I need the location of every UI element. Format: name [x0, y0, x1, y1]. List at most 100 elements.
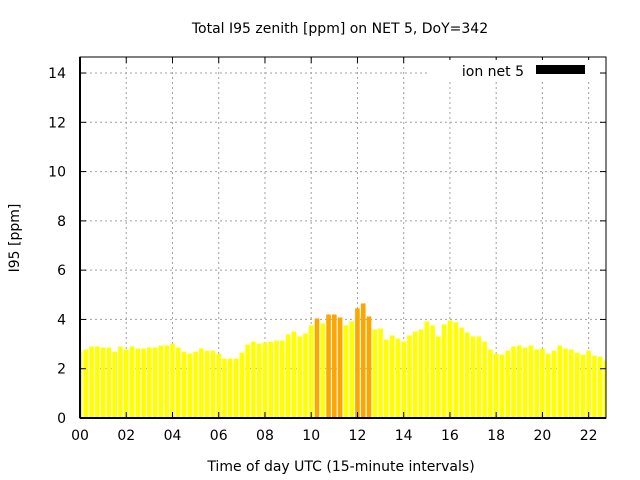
bar — [297, 336, 302, 418]
chart-title: Total I95 zenith [ppm] on NET 5, DoY=342 — [191, 21, 488, 37]
bar — [580, 354, 586, 418]
bar — [106, 347, 112, 418]
bar — [545, 353, 551, 418]
bar — [175, 347, 181, 418]
x-axis-label: Time of day UTC (15-minute intervals) — [206, 459, 474, 475]
bar — [493, 353, 499, 418]
bar — [320, 323, 326, 418]
bar — [522, 347, 528, 418]
bar — [291, 331, 297, 418]
legend: ion net 5 — [428, 60, 598, 80]
bar — [332, 314, 337, 418]
bar — [384, 339, 389, 418]
bar — [592, 355, 597, 418]
bar — [216, 353, 222, 418]
bar — [597, 356, 603, 418]
bar — [563, 348, 568, 418]
bar — [603, 360, 606, 418]
x-tick-label: 16 — [441, 428, 459, 444]
x-tick-label: 08 — [256, 428, 274, 444]
bar — [141, 348, 146, 418]
bar — [337, 317, 343, 418]
bar — [476, 336, 482, 418]
bar — [227, 358, 233, 418]
bar — [204, 350, 210, 418]
bar — [343, 325, 349, 418]
bar — [274, 340, 279, 418]
bar — [569, 349, 574, 418]
bar — [164, 345, 170, 418]
bar — [199, 348, 204, 418]
bar — [118, 346, 123, 418]
bar — [424, 321, 430, 418]
bar — [314, 318, 320, 418]
bar — [239, 352, 245, 418]
bar — [303, 333, 308, 418]
bar — [83, 349, 89, 418]
bar — [355, 308, 360, 418]
bars — [80, 303, 606, 418]
bar — [436, 336, 441, 418]
bar — [528, 345, 534, 418]
bar — [586, 350, 591, 418]
bar — [89, 346, 94, 418]
bar — [540, 348, 545, 418]
bar — [147, 347, 152, 418]
y-tick-label: 10 — [48, 165, 66, 181]
bar — [251, 341, 256, 418]
y-tick-label: 14 — [48, 66, 66, 82]
bar — [326, 314, 331, 418]
bar — [557, 345, 563, 418]
bar — [187, 353, 193, 418]
x-tick-label: 12 — [349, 428, 367, 444]
bar — [262, 342, 268, 418]
x-tick-label: 20 — [534, 428, 552, 444]
bar — [100, 347, 106, 418]
bar — [551, 350, 557, 418]
bar — [152, 347, 158, 418]
x-tick-label: 00 — [71, 428, 89, 444]
bar — [360, 303, 366, 418]
bar — [447, 320, 453, 418]
x-tick-label: 22 — [580, 428, 598, 444]
bar — [135, 348, 141, 418]
bar — [505, 350, 511, 418]
bar — [418, 329, 424, 418]
bar — [395, 338, 401, 418]
bar — [464, 332, 470, 418]
bar — [285, 334, 291, 418]
bar — [534, 349, 539, 418]
y-tick-label: 8 — [57, 214, 66, 230]
bar — [430, 325, 435, 418]
bar — [366, 316, 372, 418]
x-tick-label: 10 — [302, 428, 320, 444]
bar — [279, 340, 285, 418]
y-tick-label: 4 — [57, 312, 66, 328]
bar — [412, 331, 418, 418]
bar — [488, 349, 493, 418]
y-tick-label: 12 — [48, 115, 66, 131]
bar — [470, 336, 476, 418]
y-axis-label: I95 [ppm] — [7, 204, 23, 273]
bar — [349, 321, 354, 418]
bar — [193, 351, 198, 418]
y-tick-label: 2 — [57, 362, 66, 378]
bar — [516, 345, 522, 418]
x-tick-label: 06 — [210, 428, 228, 444]
bar — [453, 322, 459, 418]
bar — [158, 345, 164, 418]
bar — [233, 358, 239, 418]
bar — [129, 346, 135, 418]
bar — [407, 335, 412, 418]
bar — [378, 328, 383, 418]
bar — [268, 341, 274, 418]
legend-label: ion net 5 — [462, 64, 524, 80]
bar — [308, 325, 314, 418]
x-tick-label: 14 — [395, 428, 413, 444]
bar — [112, 351, 117, 418]
bar — [459, 327, 464, 418]
bar — [245, 344, 250, 418]
bar — [389, 335, 395, 418]
